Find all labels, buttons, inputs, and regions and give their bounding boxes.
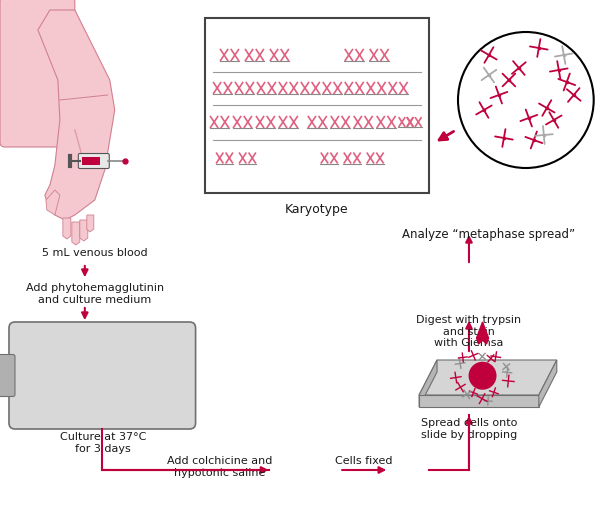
Polygon shape [539,360,557,407]
Text: Culture at 37°C
for 3 days: Culture at 37°C for 3 days [59,432,146,454]
FancyBboxPatch shape [0,0,75,147]
Bar [82,157,100,165]
FancyBboxPatch shape [0,354,15,397]
Circle shape [458,32,593,168]
Polygon shape [38,10,115,220]
FancyBboxPatch shape [9,322,196,429]
Text: Add colchicine and
hypotonic saline: Add colchicine and hypotonic saline [167,456,272,477]
Text: Cells fixed: Cells fixed [335,456,393,466]
Polygon shape [63,218,71,239]
Polygon shape [419,360,557,395]
Text: Analyze “metaphase spread”: Analyze “metaphase spread” [403,228,575,241]
Polygon shape [419,395,539,407]
Polygon shape [46,190,60,215]
Text: Karyotype: Karyotype [285,203,349,216]
Polygon shape [87,215,94,232]
Text: Digest with trypsin
and stain
with Giemsa: Digest with trypsin and stain with Giems… [416,315,521,348]
Text: Add phytohemagglutinin
and culture medium: Add phytohemagglutinin and culture mediu… [26,283,164,304]
Bar [205,18,429,193]
Polygon shape [419,360,437,407]
Polygon shape [476,322,488,344]
Polygon shape [80,220,88,241]
Polygon shape [72,222,80,245]
Text: 5 mL venous blood: 5 mL venous blood [42,248,148,258]
FancyBboxPatch shape [79,154,109,168]
Text: Spread cells onto
slide by dropping: Spread cells onto slide by dropping [421,418,517,440]
Circle shape [469,362,497,390]
